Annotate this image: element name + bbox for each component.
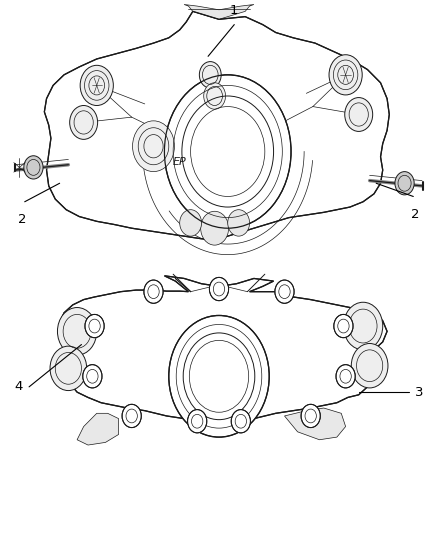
Circle shape — [231, 409, 251, 433]
Circle shape — [199, 62, 221, 88]
Circle shape — [275, 280, 294, 303]
Circle shape — [343, 302, 383, 350]
Circle shape — [122, 405, 141, 427]
Circle shape — [345, 98, 373, 132]
Polygon shape — [184, 4, 254, 19]
Circle shape — [144, 280, 163, 303]
Polygon shape — [77, 413, 119, 445]
Circle shape — [80, 66, 113, 106]
Circle shape — [85, 314, 104, 338]
Polygon shape — [60, 276, 387, 424]
Circle shape — [187, 409, 207, 433]
Circle shape — [83, 365, 102, 388]
Circle shape — [201, 211, 229, 245]
Circle shape — [164, 75, 291, 228]
Circle shape — [395, 172, 414, 195]
Circle shape — [329, 55, 362, 95]
Polygon shape — [44, 11, 389, 239]
Circle shape — [301, 405, 320, 427]
Text: 1: 1 — [230, 4, 239, 17]
Circle shape — [24, 156, 43, 179]
Circle shape — [204, 83, 226, 109]
Text: 3: 3 — [416, 386, 424, 399]
Circle shape — [228, 209, 250, 236]
Circle shape — [336, 365, 355, 388]
Circle shape — [50, 346, 87, 391]
Circle shape — [57, 308, 97, 355]
Text: 2: 2 — [411, 208, 420, 221]
Circle shape — [133, 121, 174, 172]
Circle shape — [70, 106, 98, 139]
Text: EP: EP — [173, 157, 187, 167]
Polygon shape — [285, 408, 346, 440]
Circle shape — [180, 209, 201, 236]
Text: 4: 4 — [14, 381, 22, 393]
Text: 2: 2 — [18, 213, 27, 227]
Circle shape — [169, 316, 269, 437]
Circle shape — [209, 277, 229, 301]
Circle shape — [334, 314, 353, 338]
Circle shape — [351, 343, 388, 388]
